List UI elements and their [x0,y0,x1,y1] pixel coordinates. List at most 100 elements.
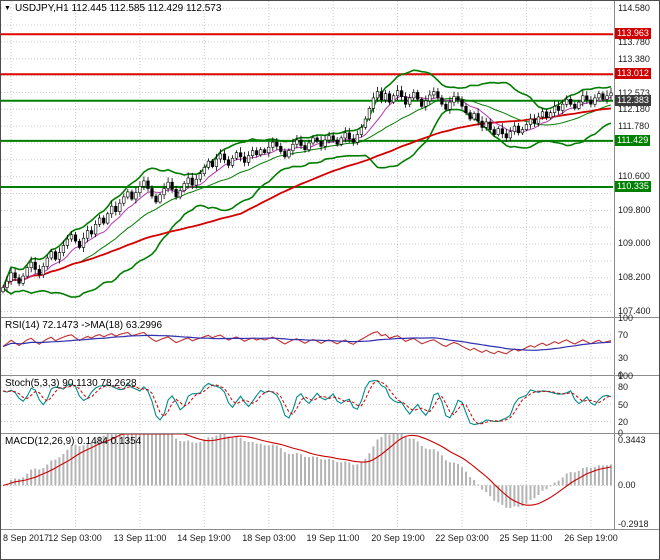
candle [432,91,436,96]
candle [323,139,327,147]
candle [464,106,468,113]
candle [569,98,573,105]
candle [170,181,174,190]
candle [516,125,520,134]
candle [1,287,5,292]
candle [303,145,307,150]
rsi-ma-line [2,334,612,351]
candle [259,149,263,156]
candle [460,99,464,107]
candle [126,191,130,198]
bollinger-lower-band [2,108,612,298]
candle [287,150,291,158]
candle [182,183,186,191]
candle [29,261,33,269]
candle [218,153,223,160]
candle [9,272,13,282]
candle [174,189,178,198]
candle [234,152,239,159]
candle [134,192,138,200]
candle [367,108,372,120]
candle [544,111,549,119]
candle [335,139,339,145]
candle [162,188,166,196]
candle [456,96,460,101]
candle [375,91,380,99]
candle [488,121,492,130]
candle [61,245,65,253]
candle [255,150,259,156]
candle [198,173,202,180]
candle [247,155,251,163]
candle [436,91,440,99]
candle [504,133,508,139]
candle [468,112,472,120]
candle [81,237,86,248]
candle [452,96,456,103]
candle [90,230,94,235]
candle [106,213,110,224]
candle [484,121,488,128]
candle [416,92,420,100]
candle [226,159,231,166]
candle [130,191,134,200]
candle [492,129,496,135]
candle [536,116,541,124]
macd-signal-line [2,433,612,506]
candle [194,178,198,186]
rsi-pane-title: RSI(14) 72.1473 ->MA(18) 63.2996 [5,320,163,331]
candle [339,137,343,145]
candle [263,149,267,153]
candle [94,224,98,235]
candle [508,131,512,139]
candle [138,186,142,193]
symbol-dropdown-icon[interactable]: ▼ [4,4,11,12]
candle [283,151,287,158]
candle [150,188,154,197]
candle [146,180,150,189]
candle [476,113,480,122]
candle [13,272,17,279]
candle [41,266,45,276]
candle [383,93,388,101]
candle [178,190,182,198]
grid-lines [1,1,613,529]
candle [45,257,49,267]
candle [597,93,601,99]
candle [25,267,29,277]
candle [279,146,283,152]
candle [561,103,565,111]
horizontal-levels [1,33,613,188]
candle [210,160,215,167]
candle [69,234,74,240]
candle [351,138,355,143]
macd-histogram [6,434,612,509]
candle [214,158,219,167]
candle [158,194,162,203]
candle [387,93,392,103]
candle [114,205,118,212]
candle [73,234,78,242]
candle [202,167,206,174]
ma-fast-line [2,95,612,288]
macd-pane-title: MACD(12,26,9) 0.1484 0.1354 [5,436,142,447]
candle [395,90,400,97]
candle [577,101,581,109]
candle [609,92,613,97]
candle [291,144,295,151]
candle [552,106,557,113]
candle [17,277,21,284]
candle [230,157,235,166]
candle [37,269,41,276]
candle [480,120,484,128]
candle [548,112,553,119]
stoch-k-line [2,380,612,426]
symbol-quote-text: USDJPY,H1 112.445 112.585 112.429 112.57… [14,3,222,14]
candle [271,141,275,148]
candle [319,141,323,147]
candle [556,106,561,111]
candle [307,142,311,150]
candle [142,180,146,187]
candle [102,217,106,224]
